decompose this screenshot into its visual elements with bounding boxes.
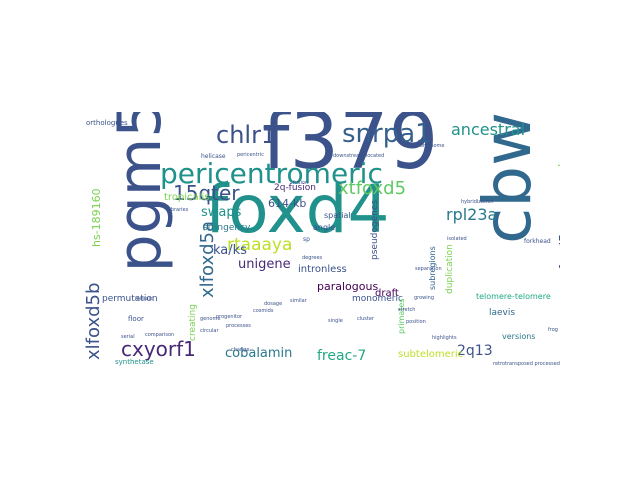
cloud-word: 15qter	[173, 181, 240, 205]
cloud-word: pericentric	[237, 152, 264, 158]
cloud-word: intronless	[298, 264, 347, 275]
cloud-word: cxyorf1	[121, 337, 196, 361]
cloud-word: cbwd	[469, 112, 546, 244]
cloud-word: growing	[414, 295, 434, 301]
cloud-word: freac-7	[317, 348, 366, 364]
cloud-word: isolated	[447, 236, 467, 242]
cloud-word: creating	[188, 304, 198, 341]
cloud-word: versions	[502, 332, 535, 341]
cloud-word: 2q13	[457, 343, 493, 359]
cloud-word: fusion	[293, 180, 308, 186]
cloud-word: cluster	[357, 316, 375, 322]
cloud-word: separation	[415, 266, 442, 272]
cloud-word: comparison	[145, 332, 174, 338]
cloud-word: angle	[313, 223, 335, 232]
cloud-word: dosage	[264, 301, 282, 307]
cloud-word: single	[328, 318, 343, 324]
cloud-word: highlights	[432, 335, 457, 341]
cloud-word: genome	[200, 316, 220, 322]
cloud-word: cosmids	[253, 308, 274, 314]
cloud-word: helicase	[201, 153, 226, 160]
cloud-word: chromosome	[412, 143, 444, 149]
cloud-word: spatial	[324, 211, 351, 220]
cloud-word: frog	[548, 327, 558, 333]
cloud-word: progenitor	[216, 314, 243, 320]
cloud-word: laevis	[489, 308, 515, 318]
cloud-word: snrpa1	[342, 119, 432, 149]
cloud-word: unigene	[238, 257, 291, 272]
cloud-word: circular	[200, 328, 219, 334]
cloud-word: serial	[121, 334, 135, 340]
cloud-word: degrees	[302, 255, 323, 261]
cloud-word: telomere-telomere	[476, 292, 551, 301]
cloud-word: rtaaaya	[227, 235, 292, 255]
cloud-word: permutation	[102, 294, 158, 304]
cloud-word: duplication	[445, 244, 455, 294]
cloud-word: paralogous	[317, 280, 378, 293]
cloud-word: pseudogenes	[370, 200, 380, 260]
word-cloud: f379 foxd4 pgm5 cbwd pericentromeric snrpa1 ch…	[80, 112, 560, 368]
cloud-word: foxd4	[205, 171, 390, 248]
cloud-word: mosaic	[135, 296, 153, 302]
cloud-word: rpl23a	[446, 205, 497, 224]
cloud-word: stretch	[398, 307, 415, 313]
cloud-word: f379	[262, 112, 438, 187]
cloud-word: stringency	[203, 223, 251, 233]
cloud-word: pgm5	[105, 112, 175, 272]
cloud-word: foxd5	[558, 234, 560, 270]
cloud-word: tropicalis	[164, 192, 209, 203]
cloud-word: hybridization	[461, 199, 494, 205]
cloud-word: ancestral	[451, 120, 525, 139]
cloud-word: xlfoxd5b	[83, 283, 104, 360]
cloud-word: monomeric	[352, 294, 403, 304]
cloud-word: change	[231, 347, 249, 353]
cloud-word: swaps	[201, 205, 242, 220]
cloud-word: pericentromeric	[160, 157, 383, 190]
cloud-word: libraries	[168, 207, 189, 213]
cloud-word: cobalamin	[225, 346, 292, 361]
cloud-word: forkhead	[524, 238, 551, 245]
cloud-word: acrosin	[557, 155, 560, 205]
cloud-word: retrotransposed processed	[493, 361, 560, 367]
cloud-word: similar	[290, 298, 308, 304]
cloud-word: 2q-fusion	[274, 183, 316, 193]
cloud-word: xlfoxd5a	[197, 221, 218, 298]
cloud-word: primates	[397, 298, 406, 334]
cloud-word: xtfoxd5	[338, 178, 406, 199]
cloud-word: 614-kb	[268, 197, 306, 210]
cloud-word: processes	[226, 323, 251, 329]
cloud-word: floor	[128, 315, 144, 323]
cloud-word: draft	[375, 288, 399, 299]
cloud-word: orthologues	[86, 119, 128, 127]
cloud-word: carboxy	[559, 201, 560, 233]
cloud-word: downstream-located	[333, 153, 384, 159]
cloud-word: hs-189160	[90, 188, 103, 247]
cloud-word: sp	[303, 236, 310, 243]
cloud-word: subtelomeric	[398, 349, 463, 360]
cloud-word: synthetase	[115, 358, 154, 366]
cloud-word: position	[406, 319, 426, 325]
cloud-word: subregions	[428, 246, 437, 290]
cloud-word: chlr1	[216, 121, 276, 149]
cloud-word: ka/ks	[213, 243, 247, 258]
